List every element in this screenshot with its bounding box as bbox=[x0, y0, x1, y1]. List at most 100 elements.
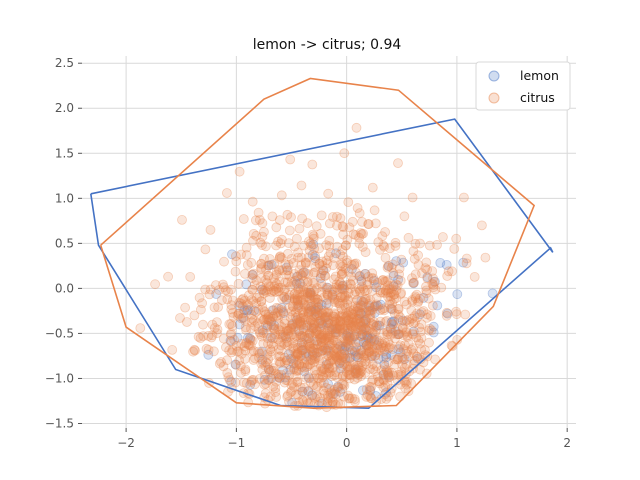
point-citrus bbox=[353, 310, 364, 321]
point-citrus bbox=[293, 247, 304, 258]
point-lemon bbox=[330, 327, 341, 338]
point-citrus bbox=[234, 166, 245, 177]
point-citrus bbox=[384, 342, 395, 353]
point-citrus bbox=[285, 323, 296, 334]
point-citrus bbox=[370, 351, 381, 362]
point-citrus bbox=[298, 309, 309, 320]
point-citrus bbox=[372, 371, 383, 382]
point-citrus bbox=[268, 273, 279, 284]
point-citrus bbox=[337, 383, 347, 394]
point-citrus bbox=[320, 312, 331, 323]
point-citrus bbox=[346, 320, 356, 331]
point-citrus bbox=[390, 354, 400, 365]
point-citrus bbox=[261, 277, 272, 288]
point-citrus bbox=[200, 284, 211, 295]
point-citrus bbox=[338, 222, 349, 233]
point-citrus bbox=[282, 265, 293, 276]
point-citrus bbox=[207, 330, 218, 341]
point-citrus bbox=[323, 315, 334, 326]
point-citrus bbox=[359, 318, 370, 329]
point-citrus bbox=[336, 269, 347, 280]
point-citrus bbox=[306, 354, 317, 365]
point-citrus bbox=[361, 293, 372, 304]
point-citrus bbox=[354, 352, 365, 363]
point-citrus bbox=[331, 279, 342, 290]
point-lemon bbox=[375, 299, 386, 310]
point-citrus bbox=[280, 375, 291, 386]
point-citrus bbox=[355, 367, 366, 378]
point-citrus bbox=[296, 295, 307, 306]
point-citrus bbox=[360, 356, 371, 367]
point-citrus bbox=[312, 297, 323, 308]
point-citrus bbox=[284, 331, 295, 342]
point-citrus bbox=[367, 328, 378, 339]
point-citrus bbox=[357, 241, 368, 252]
point-citrus bbox=[275, 238, 286, 249]
point-citrus bbox=[325, 393, 336, 404]
point-citrus bbox=[265, 281, 276, 292]
point-citrus bbox=[398, 344, 409, 354]
point-lemon bbox=[393, 344, 404, 355]
point-lemon bbox=[381, 349, 392, 360]
point-citrus bbox=[309, 351, 320, 362]
point-citrus bbox=[346, 321, 357, 332]
point-citrus bbox=[323, 188, 334, 199]
point-citrus bbox=[268, 365, 279, 376]
point-citrus bbox=[315, 270, 326, 281]
point-citrus bbox=[342, 257, 353, 268]
point-citrus bbox=[282, 390, 293, 401]
point-citrus bbox=[406, 305, 417, 316]
point-lemon bbox=[312, 347, 322, 358]
point-citrus bbox=[380, 381, 391, 391]
point-citrus bbox=[352, 314, 363, 325]
point-citrus bbox=[265, 391, 276, 402]
point-citrus bbox=[333, 297, 344, 308]
point-citrus bbox=[263, 312, 274, 323]
point-citrus bbox=[271, 267, 282, 278]
point-citrus bbox=[203, 330, 214, 341]
point-citrus bbox=[321, 355, 332, 366]
point-citrus bbox=[315, 334, 326, 345]
point-citrus bbox=[282, 336, 293, 347]
point-citrus bbox=[338, 229, 349, 240]
point-citrus bbox=[416, 307, 427, 318]
point-citrus bbox=[441, 310, 452, 321]
hull-lemon bbox=[90, 118, 554, 410]
point-citrus bbox=[214, 358, 225, 369]
point-citrus bbox=[323, 363, 334, 374]
point-citrus bbox=[361, 340, 372, 351]
point-lemon bbox=[326, 324, 337, 335]
point-citrus bbox=[360, 268, 371, 279]
point-citrus bbox=[350, 366, 361, 377]
point-citrus bbox=[382, 262, 393, 273]
point-citrus bbox=[401, 327, 412, 338]
point-citrus bbox=[337, 361, 348, 372]
point-citrus bbox=[361, 324, 372, 335]
point-citrus bbox=[209, 302, 220, 313]
point-citrus bbox=[314, 329, 325, 340]
point-citrus bbox=[267, 333, 278, 344]
point-citrus bbox=[315, 228, 326, 239]
point-citrus bbox=[361, 358, 372, 369]
point-citrus bbox=[293, 302, 304, 313]
point-citrus bbox=[327, 212, 338, 222]
point-citrus bbox=[306, 288, 316, 298]
point-citrus bbox=[261, 314, 272, 324]
point-citrus bbox=[373, 376, 384, 387]
point-citrus bbox=[265, 344, 276, 355]
point-citrus bbox=[323, 336, 334, 347]
point-citrus bbox=[355, 365, 366, 376]
point-lemon bbox=[356, 276, 367, 287]
point-citrus bbox=[378, 340, 389, 351]
point-lemon bbox=[266, 332, 276, 343]
point-citrus bbox=[278, 327, 288, 338]
point-citrus bbox=[270, 286, 280, 297]
point-lemon bbox=[388, 281, 399, 292]
point-citrus bbox=[223, 372, 234, 383]
point-lemon bbox=[322, 343, 333, 354]
point-citrus bbox=[265, 260, 275, 271]
point-citrus bbox=[295, 313, 306, 324]
point-citrus bbox=[333, 355, 344, 366]
point-citrus bbox=[302, 277, 313, 288]
